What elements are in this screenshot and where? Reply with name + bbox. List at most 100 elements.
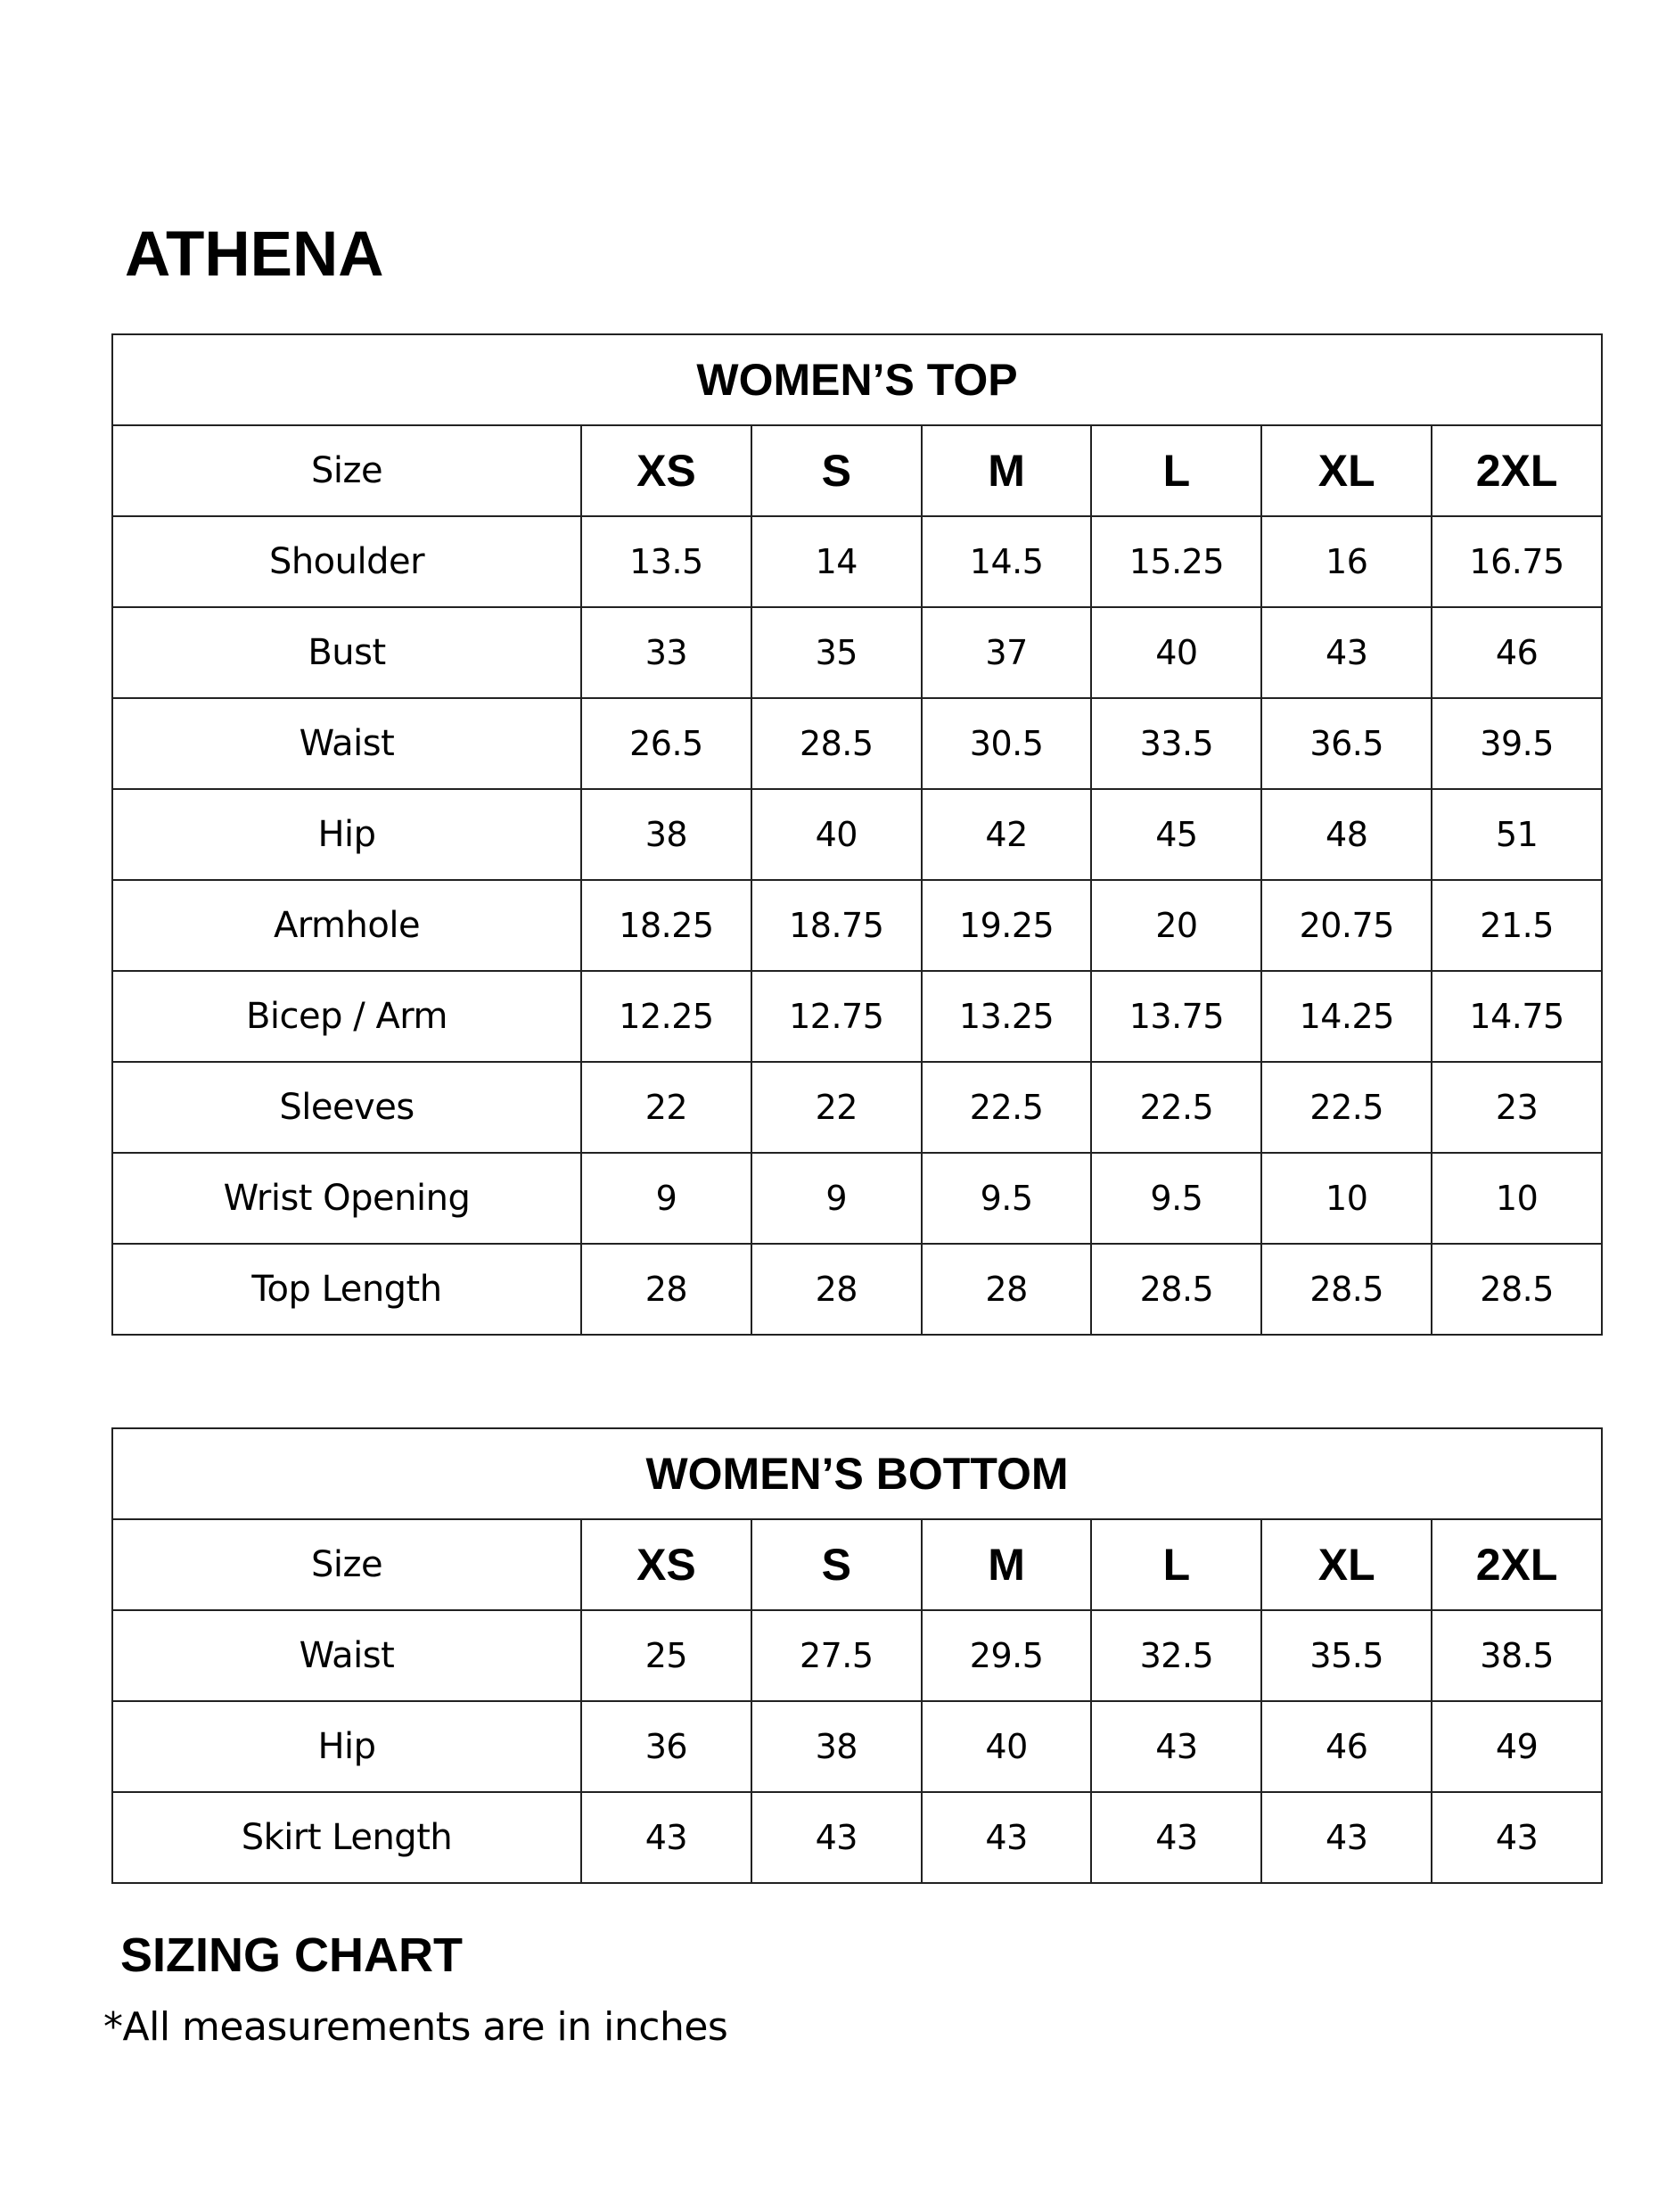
size-header-xl: XL xyxy=(1260,424,1433,517)
measurement-value: 38.5 xyxy=(1431,1609,1603,1702)
measurement-label: Armhole xyxy=(111,879,582,972)
measurement-value: 14.5 xyxy=(920,515,1093,608)
measurement-value: 46 xyxy=(1260,1700,1433,1793)
measurement-value: 13.5 xyxy=(580,515,752,608)
measurement-label: Hip xyxy=(111,788,582,881)
measurement-value: 9 xyxy=(750,1152,923,1245)
measurement-label: Hip xyxy=(111,1700,582,1793)
measurement-value: 19.25 xyxy=(920,879,1093,972)
measurement-value: 40 xyxy=(920,1700,1093,1793)
measurement-value: 37 xyxy=(920,606,1093,699)
table-row: Armhole 18.25 18.75 19.25 20 20.75 21.5 xyxy=(111,879,1603,972)
measurement-value: 22.5 xyxy=(920,1061,1093,1154)
measurement-label: Waist xyxy=(111,1609,582,1702)
measurement-value: 13.75 xyxy=(1090,970,1263,1063)
size-header-xl: XL xyxy=(1260,1518,1433,1611)
measurement-value: 25 xyxy=(580,1609,752,1702)
measurement-value: 28.5 xyxy=(1090,1243,1263,1336)
measurement-label: Wrist Opening xyxy=(111,1152,582,1245)
measurement-value: 40 xyxy=(750,788,923,881)
measurement-value: 9.5 xyxy=(920,1152,1093,1245)
measurement-value: 35.5 xyxy=(1260,1609,1433,1702)
measurement-value: 33.5 xyxy=(1090,697,1263,790)
measurement-value: 48 xyxy=(1260,788,1433,881)
size-label: Size xyxy=(111,424,582,517)
table-row: Waist 26.5 28.5 30.5 33.5 36.5 39.5 xyxy=(111,697,1603,790)
table-title: WOMEN’S TOP xyxy=(111,333,1603,426)
measurement-value: 43 xyxy=(920,1791,1093,1884)
measurement-label: Waist xyxy=(111,697,582,790)
measurement-value: 14 xyxy=(750,515,923,608)
measurement-value: 28 xyxy=(750,1243,923,1336)
measurement-value: 36 xyxy=(580,1700,752,1793)
measurement-value: 18.25 xyxy=(580,879,752,972)
measurement-value: 51 xyxy=(1431,788,1603,881)
measurement-value: 22 xyxy=(750,1061,923,1154)
table-row: Wrist Opening 9 9 9.5 9.5 10 10 xyxy=(111,1152,1603,1245)
measurement-value: 38 xyxy=(580,788,752,881)
measurement-value: 39.5 xyxy=(1431,697,1603,790)
measurement-value: 9 xyxy=(580,1152,752,1245)
table-row: Bicep / Arm 12.25 12.75 13.25 13.75 14.25 14.7… xyxy=(111,970,1603,1063)
measurement-value: 14.75 xyxy=(1431,970,1603,1063)
table-row: Bust 33 35 37 40 43 46 xyxy=(111,606,1603,699)
measurement-value: 28.5 xyxy=(1260,1243,1433,1336)
measurement-label: Shoulder xyxy=(111,515,582,608)
measurement-value: 28.5 xyxy=(750,697,923,790)
measurement-label: Sleeves xyxy=(111,1061,582,1154)
measurement-value: 33 xyxy=(580,606,752,699)
measurement-label: Bust xyxy=(111,606,582,699)
measurement-value: 43 xyxy=(1090,1700,1263,1793)
size-header-m: M xyxy=(920,424,1093,517)
measurement-value: 9.5 xyxy=(1090,1152,1263,1245)
measurement-value: 40 xyxy=(1090,606,1263,699)
measurement-value: 12.25 xyxy=(580,970,752,1063)
table-row: Shoulder 13.5 14 14.5 15.25 16 16.75 xyxy=(111,515,1603,608)
measurement-value: 22.5 xyxy=(1260,1061,1433,1154)
table-row: Sleeves 22 22 22.5 22.5 22.5 23 xyxy=(111,1061,1603,1154)
measurement-value: 13.25 xyxy=(920,970,1093,1063)
measurement-value: 16 xyxy=(1260,515,1433,608)
measurement-value: 42 xyxy=(920,788,1093,881)
measurement-value: 28 xyxy=(920,1243,1093,1336)
measurement-value: 49 xyxy=(1431,1700,1603,1793)
size-header-l: L xyxy=(1090,1518,1263,1611)
measurement-label: Skirt Length xyxy=(111,1791,582,1884)
table-row: Hip 36 38 40 43 46 49 xyxy=(111,1700,1603,1793)
measurement-value: 43 xyxy=(750,1791,923,1884)
size-header-row: Size XS S M L XL 2XL xyxy=(111,1518,1603,1611)
size-header-s: S xyxy=(750,1518,923,1611)
measurement-value: 38 xyxy=(750,1700,923,1793)
table-row: Hip 38 40 42 45 48 51 xyxy=(111,788,1603,881)
measurement-value: 45 xyxy=(1090,788,1263,881)
measurement-value: 22 xyxy=(580,1061,752,1154)
measurement-value: 20 xyxy=(1090,879,1263,972)
measurement-value: 28.5 xyxy=(1431,1243,1603,1336)
table-title: WOMEN’S BOTTOM xyxy=(111,1427,1603,1520)
measurement-value: 29.5 xyxy=(920,1609,1093,1702)
measurement-value: 27.5 xyxy=(750,1609,923,1702)
table-row: Top Length 28 28 28 28.5 28.5 28.5 xyxy=(111,1243,1603,1336)
size-label: Size xyxy=(111,1518,582,1611)
measurement-value: 43 xyxy=(1260,606,1433,699)
size-header-s: S xyxy=(750,424,923,517)
measurement-value: 15.25 xyxy=(1090,515,1263,608)
measurement-value: 16.75 xyxy=(1431,515,1603,608)
size-header-m: M xyxy=(920,1518,1093,1611)
measurement-value: 26.5 xyxy=(580,697,752,790)
measurement-value: 46 xyxy=(1431,606,1603,699)
measurement-value: 21.5 xyxy=(1431,879,1603,972)
size-header-xs: XS xyxy=(580,424,752,517)
measurement-value: 23 xyxy=(1431,1061,1603,1154)
measurement-value: 22.5 xyxy=(1090,1061,1263,1154)
measurement-value: 32.5 xyxy=(1090,1609,1263,1702)
measurement-value: 43 xyxy=(580,1791,752,1884)
measurement-value: 20.75 xyxy=(1260,879,1433,972)
brand-title: ATHENA xyxy=(125,219,384,290)
measurement-value: 43 xyxy=(1260,1791,1433,1884)
measurement-value: 43 xyxy=(1090,1791,1263,1884)
measurement-value: 30.5 xyxy=(920,697,1093,790)
measurement-value: 35 xyxy=(750,606,923,699)
table-row: Waist 25 27.5 29.5 32.5 35.5 38.5 xyxy=(111,1609,1603,1702)
measurement-note: *All measurements are in inches xyxy=(103,2004,728,2050)
